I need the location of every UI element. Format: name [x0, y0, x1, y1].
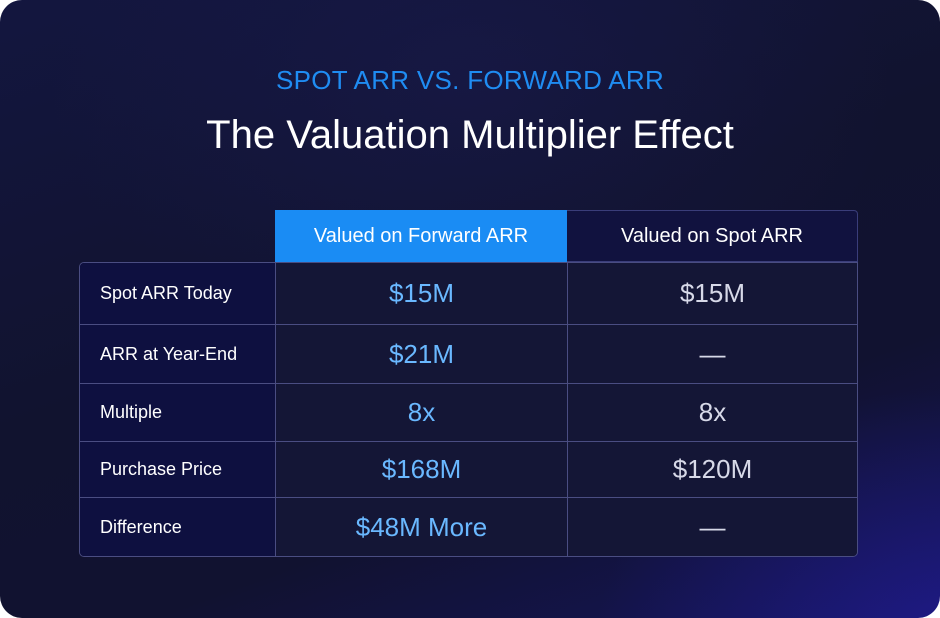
spot-arr-value: — — [568, 498, 857, 556]
forward-arr-value: $21M — [276, 325, 568, 383]
spot-arr-value: $120M — [568, 442, 857, 497]
table-row-purchase-price: Purchase Price $168M $120M — [80, 441, 857, 497]
forward-arr-value: $15M — [276, 263, 568, 324]
table-row-arr-year-end: ARR at Year-End $21M — — [80, 324, 857, 383]
spot-arr-value: — — [568, 325, 857, 383]
table-row-multiple: Multiple 8x 8x — [80, 383, 857, 441]
column-header-spot-arr: Valued on Spot ARR — [567, 210, 858, 262]
table-row-difference: Difference $48M More — — [80, 497, 857, 556]
forward-arr-value: 8x — [276, 384, 568, 441]
row-label: Multiple — [80, 384, 276, 441]
spot-arr-value: 8x — [568, 384, 857, 441]
row-label: Spot ARR Today — [80, 263, 276, 324]
comparison-table: Spot ARR Today $15M $15M ARR at Year-End… — [79, 262, 858, 557]
spot-arr-value: $15M — [568, 263, 857, 324]
forward-arr-value: $48M More — [276, 498, 568, 556]
row-label: Purchase Price — [80, 442, 276, 497]
page-title: The Valuation Multiplier Effect — [206, 113, 734, 157]
forward-arr-value: $168M — [276, 442, 568, 497]
row-label: ARR at Year-End — [80, 325, 276, 383]
row-label: Difference — [80, 498, 276, 556]
eyebrow-heading: SPOT ARR VS. FORWARD ARR — [275, 65, 665, 95]
table-row-spot-arr-today: Spot ARR Today $15M $15M — [80, 263, 857, 324]
column-header-forward-arr: Valued on Forward ARR — [275, 210, 567, 262]
